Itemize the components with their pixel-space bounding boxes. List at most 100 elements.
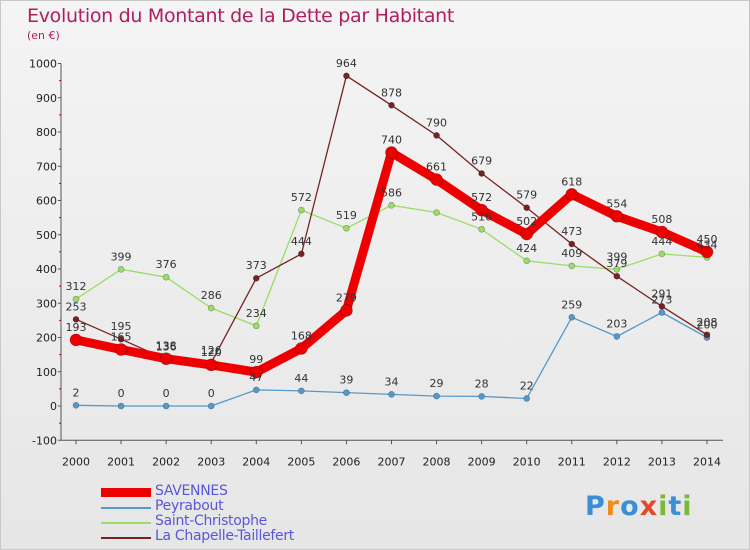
y-tick-label: 900 bbox=[36, 92, 57, 105]
data-label: 208 bbox=[696, 316, 717, 329]
x-tick-label: 2005 bbox=[287, 455, 315, 468]
data-label: 379 bbox=[606, 257, 627, 270]
x-tick-label: 2007 bbox=[377, 455, 405, 468]
legend-label: Peyrabout bbox=[155, 498, 224, 514]
data-point bbox=[69, 333, 83, 347]
data-point bbox=[475, 203, 488, 217]
logo-letter: i bbox=[682, 491, 693, 522]
data-label: 444 bbox=[291, 235, 312, 248]
data-label: 44 bbox=[294, 372, 308, 385]
data-point bbox=[613, 333, 621, 340]
y-tick-label: -100 bbox=[32, 434, 57, 447]
data-point bbox=[388, 101, 395, 109]
data-point bbox=[117, 335, 125, 343]
data-point bbox=[343, 389, 350, 396]
data-point bbox=[340, 304, 353, 317]
data-point bbox=[655, 225, 669, 239]
data-label: 286 bbox=[201, 289, 222, 302]
data-label: 661 bbox=[426, 161, 447, 174]
data-point bbox=[388, 391, 395, 398]
data-label: 434 bbox=[696, 238, 717, 251]
data-label: 618 bbox=[561, 175, 582, 188]
logo-letter: P bbox=[585, 491, 606, 522]
logo-letter: t bbox=[668, 491, 683, 522]
legend-swatch bbox=[101, 488, 151, 497]
proxiti-logo: Proxiti bbox=[585, 491, 693, 522]
data-point bbox=[568, 240, 576, 248]
data-label: 450 bbox=[696, 233, 717, 246]
data-point bbox=[388, 201, 395, 209]
data-point bbox=[117, 266, 125, 273]
data-point bbox=[703, 331, 711, 339]
y-tick-label: 500 bbox=[36, 229, 57, 242]
data-label: 165 bbox=[111, 330, 132, 343]
data-label: 554 bbox=[606, 197, 627, 210]
data-point bbox=[252, 322, 260, 330]
data-point bbox=[252, 386, 260, 394]
data-label: 409 bbox=[561, 247, 582, 260]
data-point bbox=[430, 173, 443, 186]
data-point bbox=[523, 257, 531, 265]
data-point bbox=[298, 387, 305, 395]
data-label: 22 bbox=[520, 379, 534, 392]
x-tick-label: 2011 bbox=[558, 455, 586, 468]
data-label: 399 bbox=[606, 250, 627, 263]
data-label: 572 bbox=[471, 191, 492, 204]
data-point bbox=[610, 209, 624, 223]
data-label: 126 bbox=[201, 344, 222, 357]
data-label: 0 bbox=[208, 387, 215, 400]
data-label: 572 bbox=[291, 191, 312, 204]
data-point bbox=[72, 295, 80, 303]
data-point bbox=[114, 343, 128, 356]
data-label: 47 bbox=[249, 371, 263, 384]
data-point bbox=[207, 402, 215, 410]
y-tick-label: 300 bbox=[36, 297, 57, 310]
data-point bbox=[207, 304, 215, 312]
data-point bbox=[295, 342, 308, 355]
data-point bbox=[478, 393, 485, 400]
data-label: 138 bbox=[156, 340, 177, 353]
data-label: 444 bbox=[651, 235, 672, 248]
x-tick-label: 2010 bbox=[513, 455, 541, 468]
x-tick-label: 2002 bbox=[152, 455, 180, 468]
y-tick-label: 800 bbox=[36, 126, 57, 139]
axes bbox=[58, 63, 723, 445]
x-tick-label: 2004 bbox=[242, 455, 270, 468]
data-label: 679 bbox=[471, 154, 492, 167]
y-tick-label: 600 bbox=[36, 195, 57, 208]
data-point bbox=[159, 352, 173, 366]
data-point bbox=[478, 225, 485, 233]
x-tick-label: 2001 bbox=[107, 455, 135, 468]
x-tick-label: 2006 bbox=[332, 455, 360, 468]
legend-label: La Chapelle-Taillefert bbox=[155, 528, 294, 544]
data-label: 34 bbox=[384, 375, 398, 388]
data-label: 0 bbox=[118, 387, 125, 400]
data-label: 291 bbox=[651, 287, 672, 300]
logo-letter: i bbox=[658, 491, 669, 522]
data-label: 273 bbox=[651, 293, 672, 306]
y-tick-label: 200 bbox=[36, 332, 57, 345]
data-point bbox=[568, 313, 576, 321]
data-label: 200 bbox=[696, 319, 717, 332]
data-point bbox=[568, 262, 576, 270]
data-point bbox=[478, 170, 485, 177]
data-point bbox=[520, 227, 534, 241]
x-tick-label: 2003 bbox=[197, 455, 225, 468]
x-tick-label: 2009 bbox=[468, 455, 496, 468]
data-point bbox=[523, 395, 531, 402]
data-label: 312 bbox=[66, 280, 87, 293]
data-labels: 193 165 138 120 99 168 279 740 661 572 502 618 554 50… bbox=[66, 57, 718, 400]
data-label: 399 bbox=[111, 250, 132, 263]
data-point bbox=[72, 402, 80, 409]
x-tick-label: 2013 bbox=[648, 455, 676, 468]
data-point bbox=[343, 72, 350, 80]
data-label: 964 bbox=[336, 57, 357, 70]
data-point bbox=[252, 274, 260, 282]
data-point bbox=[613, 266, 621, 273]
data-label: 0 bbox=[163, 387, 170, 400]
data-label: 259 bbox=[561, 298, 582, 311]
data-label: 234 bbox=[246, 307, 267, 320]
data-label: 29 bbox=[430, 377, 444, 390]
y-tick-label: 1000 bbox=[29, 58, 57, 71]
y-tick-label: 0 bbox=[50, 400, 57, 413]
